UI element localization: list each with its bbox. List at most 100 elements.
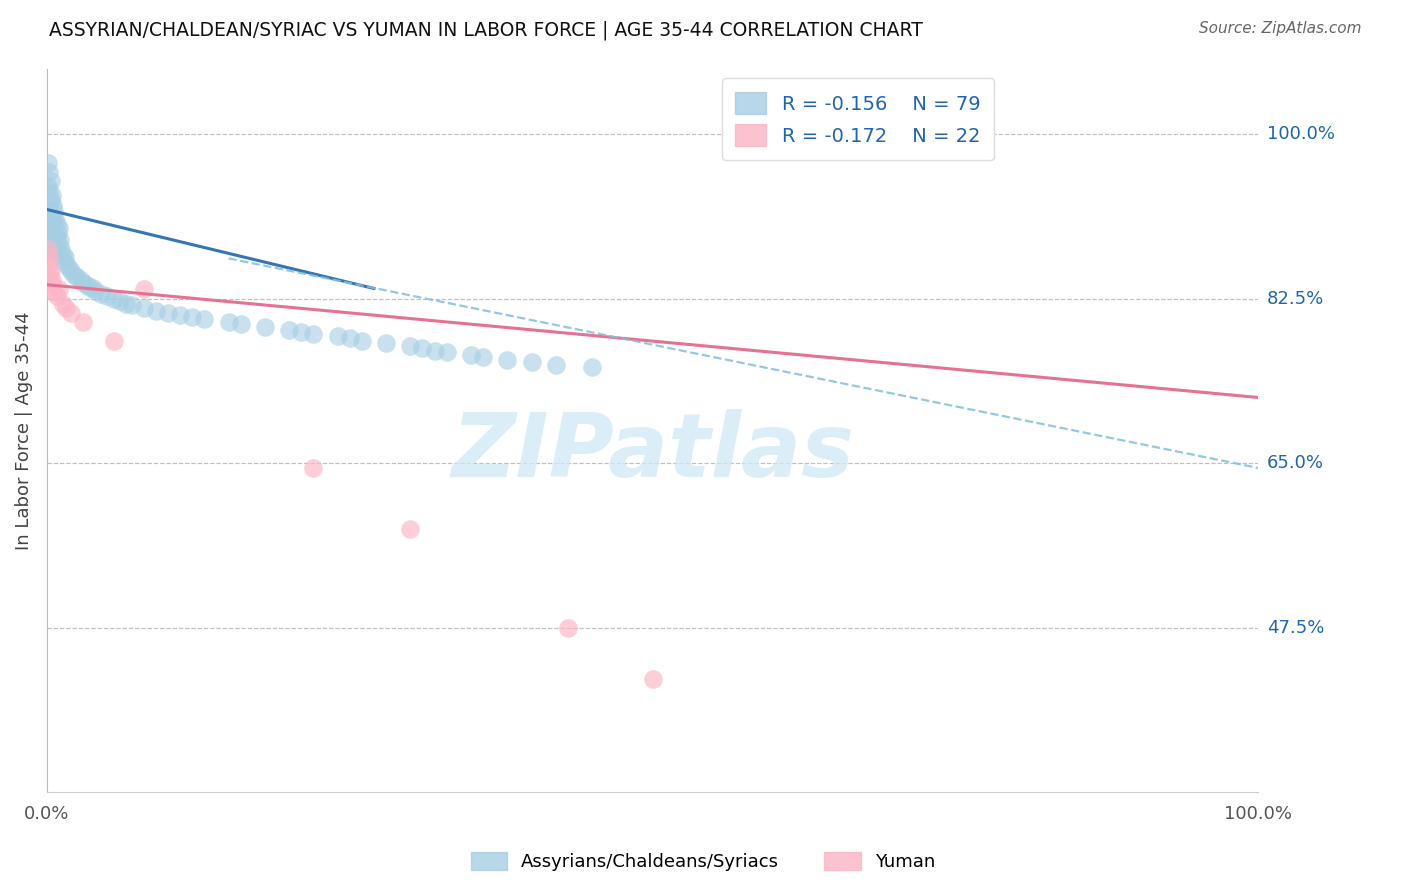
Point [169,308,191,322]
Point [145,304,167,318]
Point [44,211,66,226]
Point [41,273,63,287]
Point [641,673,664,687]
Point [52,247,75,261]
Point [41,221,63,235]
Point [496,352,519,367]
Point [326,329,349,343]
Point [41,207,63,221]
Point [42,198,65,212]
Point [53,250,76,264]
Point [44,237,66,252]
Point [460,348,482,362]
Point [41,188,63,202]
Point [132,301,155,316]
Point [157,306,180,320]
Point [557,621,579,635]
Point [181,310,204,324]
Point [41,240,63,254]
Point [339,331,361,345]
Point [544,358,567,372]
Point [302,461,325,475]
Point [42,277,65,292]
Point [72,276,94,290]
Point [38,250,60,264]
Point [60,263,83,277]
Legend: Assyrians/Chaldeans/Syriacs, Yuman: Assyrians/Chaldeans/Syriacs, Yuman [464,845,942,879]
Point [436,345,458,359]
Text: ZIPatlas: ZIPatlas [451,409,855,496]
Point [399,339,422,353]
Point [45,289,67,303]
Point [44,204,66,219]
Point [42,228,65,243]
Point [45,217,67,231]
Point [84,285,107,299]
Point [60,306,83,320]
Text: 65.0%: 65.0% [1267,454,1324,472]
Point [121,298,143,312]
Point [42,244,65,259]
Point [37,257,59,271]
Point [350,334,373,348]
Point [38,165,60,179]
Point [82,281,104,295]
Point [48,221,70,235]
Point [52,254,75,268]
Point [72,315,94,329]
Point [229,317,252,331]
Point [49,233,72,247]
Point [581,360,603,375]
Point [55,301,77,316]
Point [37,242,59,256]
Point [103,334,125,348]
Point [69,273,91,287]
Point [39,242,62,256]
Point [58,260,80,275]
Point [38,202,60,217]
Point [38,217,60,231]
Y-axis label: In Labor Force | Age 35-44: In Labor Force | Age 35-44 [15,311,32,549]
Point [39,193,62,207]
Point [423,343,446,358]
Point [46,226,69,240]
Text: Source: ZipAtlas.com: Source: ZipAtlas.com [1198,21,1361,36]
Point [51,242,73,256]
Point [472,350,495,364]
Point [76,277,98,292]
Point [399,522,422,536]
Point [278,323,301,337]
Point [103,292,125,306]
Legend: R = -0.156    N = 79, R = -0.172    N = 22: R = -0.156 N = 79, R = -0.172 N = 22 [721,78,994,160]
Point [823,128,845,142]
Point [218,315,240,329]
Point [52,296,75,310]
Point [48,282,70,296]
Point [39,226,62,240]
Point [37,202,59,217]
Text: ASSYRIAN/CHALDEAN/SYRIAC VS YUMAN IN LABOR FORCE | AGE 35-44 CORRELATION CHART: ASSYRIAN/CHALDEAN/SYRIAC VS YUMAN IN LAB… [49,21,924,40]
Point [66,270,89,285]
Point [37,179,59,194]
Text: 100.0%: 100.0% [1267,125,1334,144]
Point [90,287,112,301]
Point [44,227,66,242]
Text: 47.5%: 47.5% [1267,619,1324,637]
Point [302,326,325,341]
Point [44,285,66,300]
Point [44,221,66,235]
Point [375,336,398,351]
Point [411,341,433,355]
Point [37,155,59,169]
Point [45,233,67,247]
Point [39,174,62,188]
Point [38,230,60,244]
Point [193,311,215,326]
Point [62,268,84,283]
Point [108,293,131,308]
Point [42,214,65,228]
Point [253,320,276,334]
Point [55,257,77,271]
Point [114,296,136,310]
Point [727,128,749,142]
